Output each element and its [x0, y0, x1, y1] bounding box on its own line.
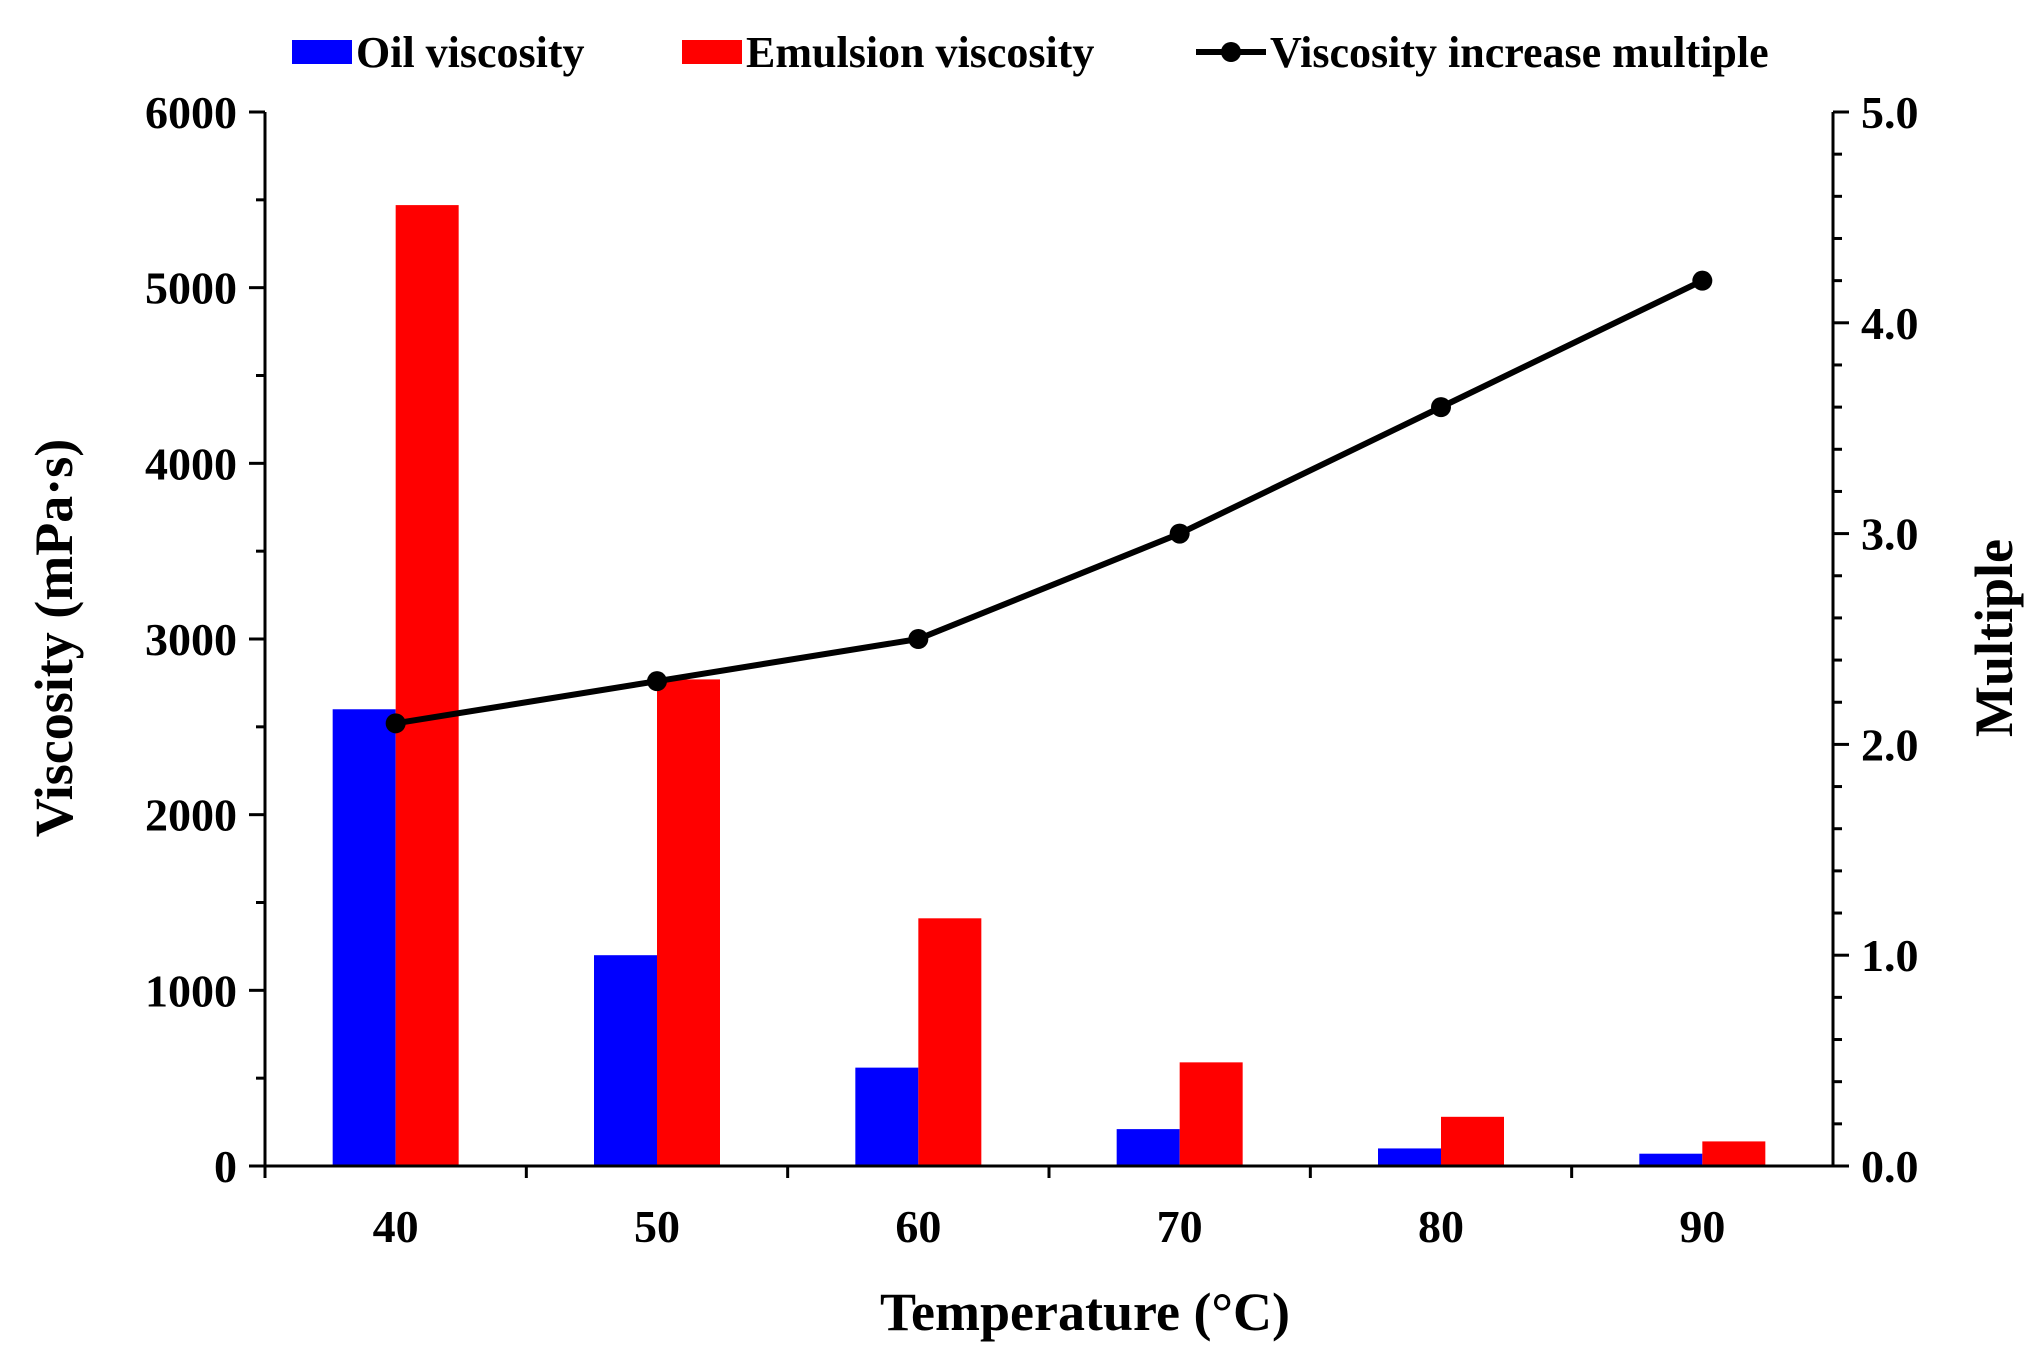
oil-viscosity-bar-80 [1378, 1148, 1441, 1166]
bars-layer [332, 205, 1766, 1166]
viscosity-increase-multiple-line [395, 277, 1704, 727]
y2-tick-label-3.0: 3.0 [1861, 509, 1919, 560]
emulsion-viscosity-bar-90 [1702, 1141, 1766, 1166]
x-tick-label-40: 40 [373, 1201, 419, 1252]
y2-tick-label-1.0: 1.0 [1861, 930, 1919, 981]
y-tick-label-4000: 4000 [145, 438, 237, 489]
y-axis-title: Viscosity (mPa·s) [24, 439, 84, 837]
legend-label-oil-viscosity: Oil viscosity [356, 28, 585, 77]
emulsion-viscosity-bar-80 [1441, 1116, 1504, 1166]
y-tick-label-6000: 6000 [145, 87, 237, 138]
x-tick-label-70: 70 [1157, 1201, 1203, 1252]
oil-viscosity-bar-70 [1116, 1129, 1180, 1166]
y-tick-label-2000: 2000 [145, 790, 237, 841]
legend-item-oil-viscosity: Oil viscosity [292, 28, 585, 77]
viscosity-increase-multiple-point-50 [647, 671, 667, 692]
y2-tick-label-2.0: 2.0 [1861, 719, 1919, 770]
viscosity-increase-multiple-point-80 [1431, 397, 1451, 418]
y-tick-label-0: 0 [214, 1141, 237, 1192]
x-tick-label-90: 90 [1679, 1201, 1725, 1252]
y2-tick-label-4.0: 4.0 [1861, 298, 1919, 349]
y2-tick-label-5.0: 5.0 [1861, 87, 1919, 138]
x-tick-label-60: 60 [895, 1201, 941, 1252]
y-tick-label-1000: 1000 [145, 965, 237, 1016]
legend-item-emulsion-viscosity: Emulsion viscosity [682, 28, 1094, 77]
legend-item-viscosity-increase-multiple: Viscosity increase multiple [1196, 28, 1769, 77]
emulsion-viscosity-bar-60 [918, 918, 982, 1166]
emulsion-viscosity-bar-40 [395, 205, 459, 1166]
emulsion-viscosity-bar-50 [657, 679, 720, 1166]
oil-viscosity-bar-60 [855, 1067, 919, 1166]
viscosity-increase-multiple-point-60 [908, 629, 929, 649]
emulsion-viscosity-bar-70 [1179, 1062, 1243, 1166]
axes-layer [263, 112, 1835, 1168]
legend: Oil viscosity Emulsion viscosity Viscosity… [292, 28, 1769, 77]
legend-swatch-marker-viscosity-increase-multiple [1221, 42, 1241, 62]
legend-label-emulsion-viscosity: Emulsion viscosity [746, 28, 1094, 77]
x-tick-label-50: 50 [634, 1201, 680, 1252]
x-axis-title: Temperature (°C) [880, 1282, 1290, 1342]
legend-swatch-oil-viscosity [292, 40, 352, 64]
ticks-layer: 0 1000 2000 3000 4000 5000 6000 0.0 1.0 2.0 3.0 4.0… [145, 87, 1919, 1252]
oil-viscosity-bar-50 [594, 955, 657, 1166]
viscosity-increase-multiple-point-40 [385, 713, 406, 734]
viscosity-increase-multiple-point-90 [1692, 270, 1713, 291]
oil-viscosity-bar-90 [1639, 1153, 1703, 1166]
y-tick-label-5000: 5000 [145, 263, 237, 314]
legend-label-viscosity-increase-multiple: Viscosity increase multiple [1270, 28, 1769, 77]
y2-tick-label-0.0: 0.0 [1861, 1141, 1919, 1192]
x-tick-label-80: 80 [1418, 1201, 1464, 1252]
y2-axis-title: Multiple [1964, 539, 2024, 737]
y-tick-label-3000: 3000 [145, 614, 237, 665]
oil-viscosity-bar-40 [332, 709, 396, 1166]
line-layer [385, 270, 1713, 734]
legend-swatch-emulsion-viscosity [682, 40, 742, 64]
viscosity-increase-multiple-point-70 [1169, 523, 1190, 544]
